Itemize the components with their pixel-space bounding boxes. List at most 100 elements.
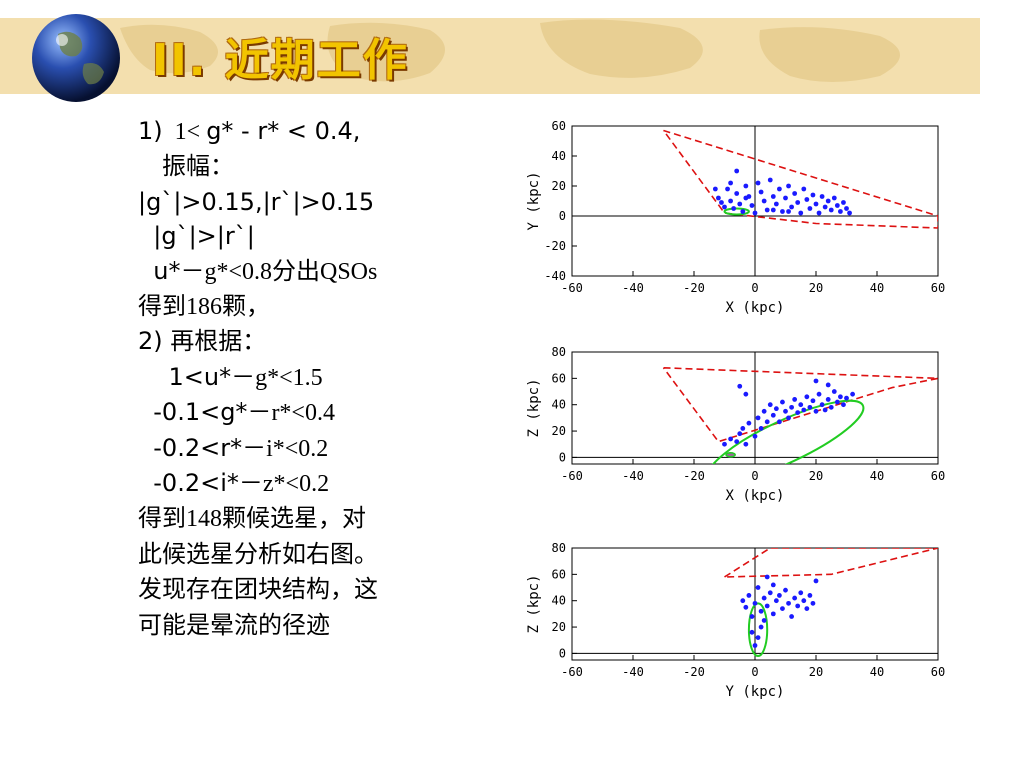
body-text-segment: 1	[162, 119, 187, 145]
data-point	[734, 191, 740, 196]
x-tick-label: 20	[809, 281, 823, 295]
x-tick-label: -60	[561, 469, 583, 483]
body-text-segment: 可能是晕流的径迹	[138, 612, 330, 639]
data-point	[740, 426, 746, 431]
body-text-segment: z*<0.2	[262, 471, 330, 498]
data-point	[813, 408, 819, 414]
data-point	[734, 439, 740, 444]
body-line: u*－g*<0.8分出QSOs	[138, 254, 498, 289]
body-text-segment: i*<0.2	[266, 435, 329, 462]
body-line: -0.2<i*－z*<0.2	[138, 466, 498, 501]
data-point	[813, 201, 819, 207]
body-text-segment: u*－	[138, 256, 205, 285]
survey-region-outline	[662, 129, 938, 229]
data-point	[786, 209, 791, 214]
data-point	[743, 604, 749, 610]
data-point	[722, 204, 727, 210]
data-point	[783, 195, 788, 201]
body-text-segment: 得到148颗候选星，对	[138, 506, 366, 533]
data-point	[825, 382, 831, 388]
data-point	[752, 433, 758, 439]
data-point	[783, 408, 788, 414]
body-text-segment: 振幅：	[138, 154, 234, 181]
data-point	[764, 574, 770, 580]
y-tick-label: 20	[552, 424, 566, 438]
body-line: 振幅：	[138, 149, 498, 184]
data-point	[712, 186, 718, 192]
data-point	[813, 578, 819, 584]
plot-3: -60 -40 -20 0 20 40 60 0 20 40 60 80 Y (kpc) Z (kpc)	[526, 541, 945, 700]
data-point	[810, 398, 816, 404]
data-point	[801, 598, 807, 604]
data-point	[780, 209, 785, 214]
data-point	[780, 399, 785, 405]
data-point	[831, 389, 837, 394]
body-text-segment: 1)	[138, 117, 163, 145]
data-point	[801, 407, 807, 413]
data-point	[716, 195, 721, 201]
world-map-background	[120, 19, 900, 82]
data-point	[761, 595, 767, 601]
data-point	[798, 210, 804, 216]
data-point	[749, 203, 755, 208]
data-point	[752, 643, 758, 648]
body-text-segment: |g`|>|r`|	[138, 222, 255, 251]
data-point	[767, 177, 773, 183]
data-point	[773, 406, 779, 412]
x-axis-label: X (kpc)	[725, 488, 784, 504]
y-tick-label: 40	[552, 398, 566, 412]
x-tick-label: -40	[622, 469, 644, 483]
data-point	[770, 194, 776, 199]
x-tick-label: 0	[751, 665, 758, 679]
body-line: -0.1<g*－r*<0.4	[138, 395, 498, 430]
data-point	[831, 195, 837, 201]
data-point	[780, 606, 785, 612]
plots-panel: -60 -40 -20 0 20 40 60 -40 -20 0 20 40 60 X (kpc) Y (k…	[520, 118, 970, 722]
body-text-segment: -0.2<i*－	[138, 469, 263, 498]
data-point	[822, 407, 828, 413]
data-point	[731, 206, 737, 211]
sun-marker	[725, 452, 736, 458]
body-line: 得到148颗候选星，对	[138, 501, 498, 536]
data-point	[755, 180, 761, 186]
x-tick-label: -60	[561, 665, 583, 679]
y-tick-label: -20	[544, 239, 566, 253]
x-tick-label: 20	[809, 665, 823, 679]
survey-region-outline	[662, 367, 938, 443]
x-tick-label: -20	[683, 281, 705, 295]
x-axis-label: X (kpc)	[725, 300, 784, 316]
title-banner	[0, 18, 980, 94]
data-point	[740, 598, 746, 604]
body-text-segment: <	[186, 119, 207, 145]
data-point	[825, 198, 831, 204]
data-point	[795, 603, 801, 609]
data-point	[728, 436, 733, 442]
body-line: -0.2<r*－i*<0.2	[138, 431, 498, 466]
data-point	[807, 206, 813, 211]
data-point	[719, 200, 724, 205]
data-point	[737, 431, 743, 437]
data-point	[828, 404, 834, 410]
body-text-segment: -0.1<g*－	[138, 398, 272, 427]
x-tick-label: -20	[683, 469, 705, 483]
data-point	[758, 426, 764, 431]
data-point	[743, 195, 749, 201]
slide-title: II. 近期工作	[152, 35, 409, 86]
data-point	[728, 180, 733, 186]
slide-body-text: 1) 1< g* - r* < 0.4, 振幅： |g`|>0.15,|r`|>0…	[138, 114, 498, 643]
data-point	[761, 408, 767, 414]
data-point	[789, 204, 794, 210]
data-point	[819, 402, 825, 408]
x-tick-label: 20	[809, 469, 823, 483]
data-point	[770, 207, 776, 213]
data-point	[783, 587, 788, 593]
data-point	[777, 186, 782, 192]
data-point	[844, 395, 849, 401]
data-point	[770, 582, 776, 588]
data-point	[743, 183, 749, 189]
data-point	[816, 391, 822, 397]
data-point	[786, 415, 791, 421]
data-point	[773, 598, 779, 604]
body-text-segment: g*<1.5	[255, 364, 323, 391]
